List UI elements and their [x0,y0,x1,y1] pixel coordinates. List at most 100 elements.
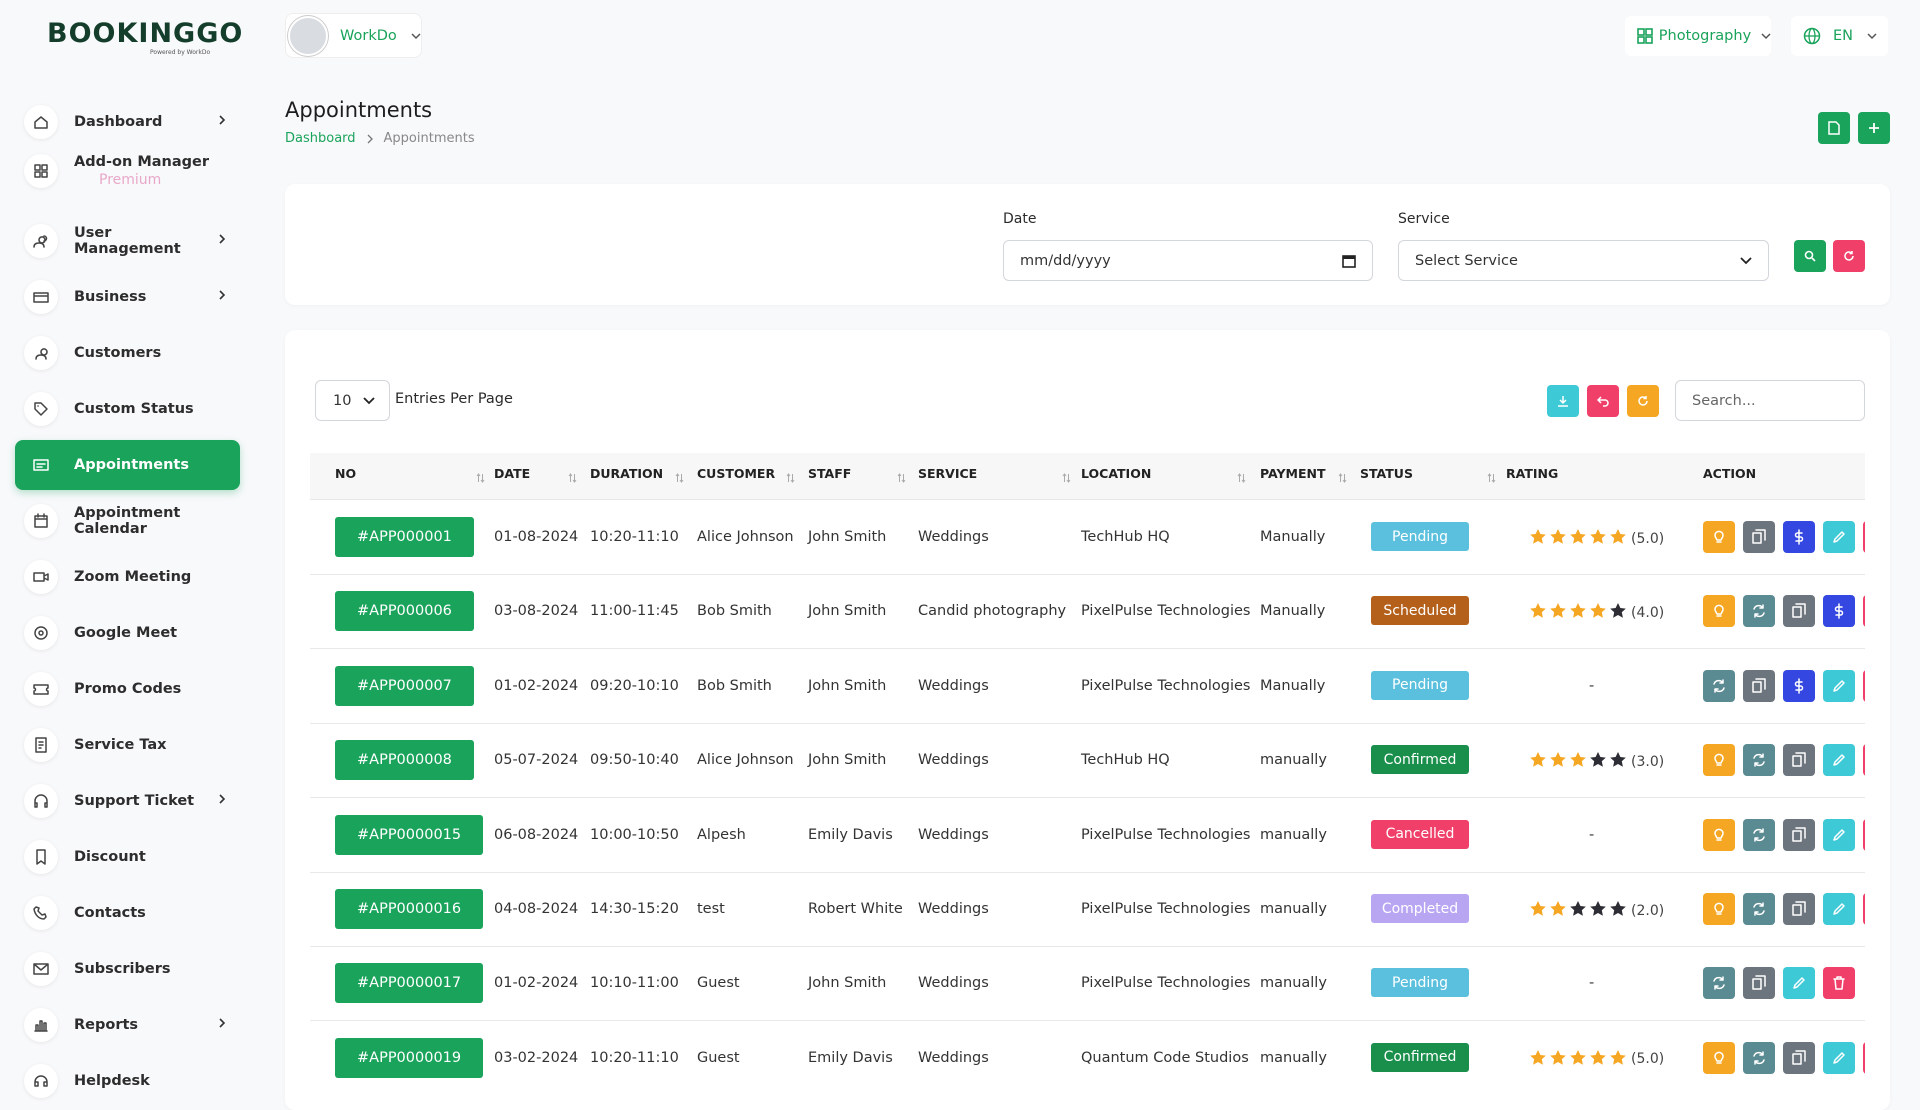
action-sync[interactable] [1703,967,1735,1000]
icon [33,292,49,303]
action-copy[interactable] [1743,967,1775,1000]
nav-item[interactable]: Appointment Calendar [15,496,240,546]
action-edit[interactable] [1823,818,1855,851]
export-button[interactable] [1818,112,1850,144]
logo[interactable]: BOOKINGGO [47,18,244,49]
icon [1753,604,1765,619]
action-sync[interactable] [1743,744,1775,777]
nav-label: Appointments [74,457,240,473]
entries-select[interactable]: 10 [315,380,390,421]
nav-item[interactable]: Service Tax [15,720,240,770]
business-select[interactable]: Photography [1625,16,1771,56]
search-button[interactable] [1794,240,1826,272]
action-sync[interactable] [1743,893,1775,925]
action-edit[interactable] [1823,893,1855,925]
star [1529,900,1547,921]
language-select[interactable]: EN [1791,16,1888,56]
action-bulb[interactable] [1703,1041,1735,1074]
nav-item[interactable]: Contacts [15,888,240,938]
nav-label: User Management [74,225,218,257]
action-del[interactable] [1863,595,1865,628]
action-del[interactable] [1863,818,1865,851]
add-button[interactable] [1858,112,1890,144]
cell-customer: Bob Smith [697,603,772,620]
nav-item[interactable]: Promo Codes [15,664,240,714]
action-sync[interactable] [1703,669,1735,702]
nav-item[interactable]: Customers [15,328,240,378]
nav-item[interactable]: Zoom Meeting [15,552,240,602]
nav-item[interactable]: User Management [15,216,240,266]
action-del[interactable] [1863,669,1865,702]
download-button[interactable] [1547,385,1579,417]
breadcrumb-link[interactable]: Dashboard [285,131,356,146]
action-del[interactable] [1823,967,1855,1000]
nav-label: Business [74,289,218,305]
action-del[interactable] [1863,744,1865,777]
action-edit[interactable] [1823,744,1855,777]
appointment-id[interactable]: #APP000007 [335,665,474,706]
action-del[interactable] [1863,893,1865,925]
action-edit[interactable] [1823,1041,1855,1074]
action-pay[interactable] [1783,521,1815,553]
search-input[interactable]: Search... [1675,380,1865,421]
nav-item[interactable]: Support Ticket [15,776,240,826]
user-menu[interactable]: WorkDo [285,13,422,58]
nav-icon [24,952,58,986]
appointment-id[interactable]: #APP0000015 [335,814,484,855]
appointment-id[interactable]: #APP0000019 [335,1037,484,1078]
entries-value: 10 [333,392,352,409]
action-bulb[interactable] [1703,595,1735,628]
action-copy[interactable] [1743,669,1775,702]
icon [1793,977,1805,990]
action-sync[interactable] [1743,818,1775,851]
icon [1714,605,1724,618]
undo-button[interactable] [1587,385,1619,417]
nav-item[interactable]: Dashboard [15,97,240,147]
action-del[interactable] [1863,1041,1865,1074]
nav-item[interactable]: Reports [15,1000,240,1050]
rating-label: (5.0) [1631,530,1665,547]
action-pay[interactable] [1783,669,1815,702]
nav-label: Add-on Manager Premium [74,154,240,188]
action-bulb[interactable] [1703,818,1735,851]
action-edit[interactable] [1783,967,1815,1000]
nav-chevron [218,793,226,809]
appointment-id[interactable]: #APP000006 [335,591,474,632]
action-del[interactable] [1863,521,1865,553]
reset-button[interactable] [1833,240,1865,272]
nav-item[interactable]: Add-on Manager Premium [15,146,240,196]
nav-item[interactable]: Subscribers [15,944,240,994]
nav-item[interactable]: Discount [15,832,240,882]
action-copy[interactable] [1783,595,1815,628]
action-sync[interactable] [1743,595,1775,628]
appointment-id[interactable]: #APP0000016 [335,889,484,929]
action-copy[interactable] [1783,1041,1815,1074]
action-edit[interactable] [1823,521,1855,553]
star [1529,1049,1547,1070]
nav-item[interactable]: Business [15,272,240,322]
action-sync[interactable] [1743,1041,1775,1074]
action-copy[interactable] [1783,818,1815,851]
cell-location: PixelPulse Technologies [1081,677,1251,694]
nav-item[interactable]: Custom Status [15,384,240,434]
action-bulb[interactable] [1703,893,1735,925]
action-copy[interactable] [1783,744,1815,777]
action-copy[interactable] [1743,521,1775,553]
service-select[interactable]: Select Service [1398,240,1769,281]
appointment-id[interactable]: #APP000008 [335,740,474,781]
calendar-icon [1342,255,1356,268]
appointment-id[interactable]: #APP0000017 [335,963,484,1004]
nav-item[interactable]: Appointments [15,440,240,490]
star [1529,528,1547,549]
appointment-id[interactable]: #APP000001 [335,517,474,557]
breadcrumb-current: Appointments [383,131,475,146]
nav-item[interactable]: Google Meet [15,608,240,658]
icon [33,572,49,582]
action-bulb[interactable] [1703,521,1735,553]
action-bulb[interactable] [1703,744,1735,777]
refresh-button[interactable] [1627,385,1659,417]
action-pay[interactable] [1823,595,1855,628]
action-edit[interactable] [1823,669,1855,702]
action-copy[interactable] [1783,893,1815,925]
date-input[interactable]: mm/dd/yyyy [1003,240,1373,281]
